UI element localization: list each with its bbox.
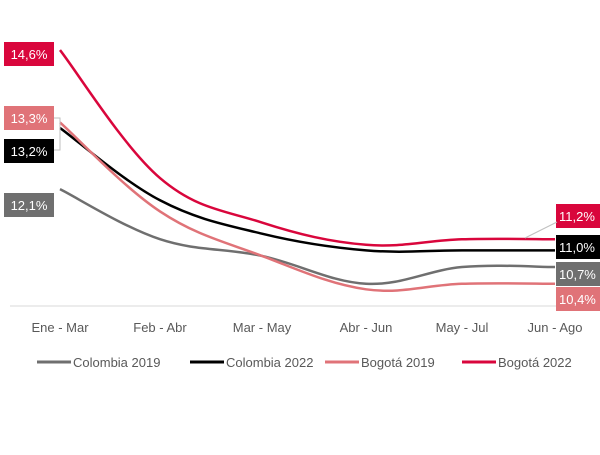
label-text: 11,2% [559, 209, 595, 224]
legend-item: Bogotá 2022 [462, 355, 572, 370]
end-data-label: 10,7% [556, 262, 600, 286]
label-box [556, 235, 600, 259]
x-tick-label: Abr - Jun [340, 320, 393, 335]
legend-label: Bogotá 2019 [361, 355, 435, 370]
start-data-label: 14,6% [4, 42, 54, 66]
label-leader-line [54, 117, 61, 151]
start-data-label: 13,2% [4, 139, 54, 163]
x-tick-label: Mar - May [233, 320, 292, 335]
x-tick-label: Ene - Mar [31, 320, 89, 335]
x-tick-label: Jun - Ago [528, 320, 583, 335]
label-text: 13,3% [11, 111, 48, 126]
legend-item: Colombia 2019 [37, 355, 160, 370]
series-line [59, 49, 556, 247]
legend-label: Colombia 2022 [226, 355, 313, 370]
start-data-label: 13,3% [4, 106, 54, 130]
end-data-label: 10,4% [556, 287, 600, 311]
label-text: 10,4% [559, 292, 596, 307]
label-box [4, 139, 54, 163]
label-text: 13,2% [11, 144, 48, 159]
x-tick-label: May - Jul [436, 320, 489, 335]
label-box [556, 262, 600, 286]
label-text: 12,1% [11, 198, 48, 213]
label-text: 10,7% [559, 267, 596, 282]
label-leader-line [524, 221, 558, 239]
legend-label: Bogotá 2022 [498, 355, 572, 370]
end-data-label: 11,0% [556, 235, 600, 259]
series-line [59, 121, 556, 292]
label-box [4, 193, 54, 217]
start-data-label: 12,1% [4, 193, 54, 217]
label-text: 14,6% [11, 47, 48, 62]
label-box [556, 287, 600, 311]
legend-label: Colombia 2019 [73, 355, 160, 370]
label-box [4, 106, 54, 130]
label-box [4, 42, 54, 66]
label-text: 11,0% [559, 240, 595, 255]
series-line [59, 188, 556, 286]
series-line [59, 126, 555, 253]
legend-item: Bogotá 2019 [325, 355, 435, 370]
legend-item: Colombia 2022 [190, 355, 313, 370]
x-tick-label: Feb - Abr [133, 320, 187, 335]
end-data-label: 11,2% [556, 204, 600, 228]
label-box [556, 204, 600, 228]
